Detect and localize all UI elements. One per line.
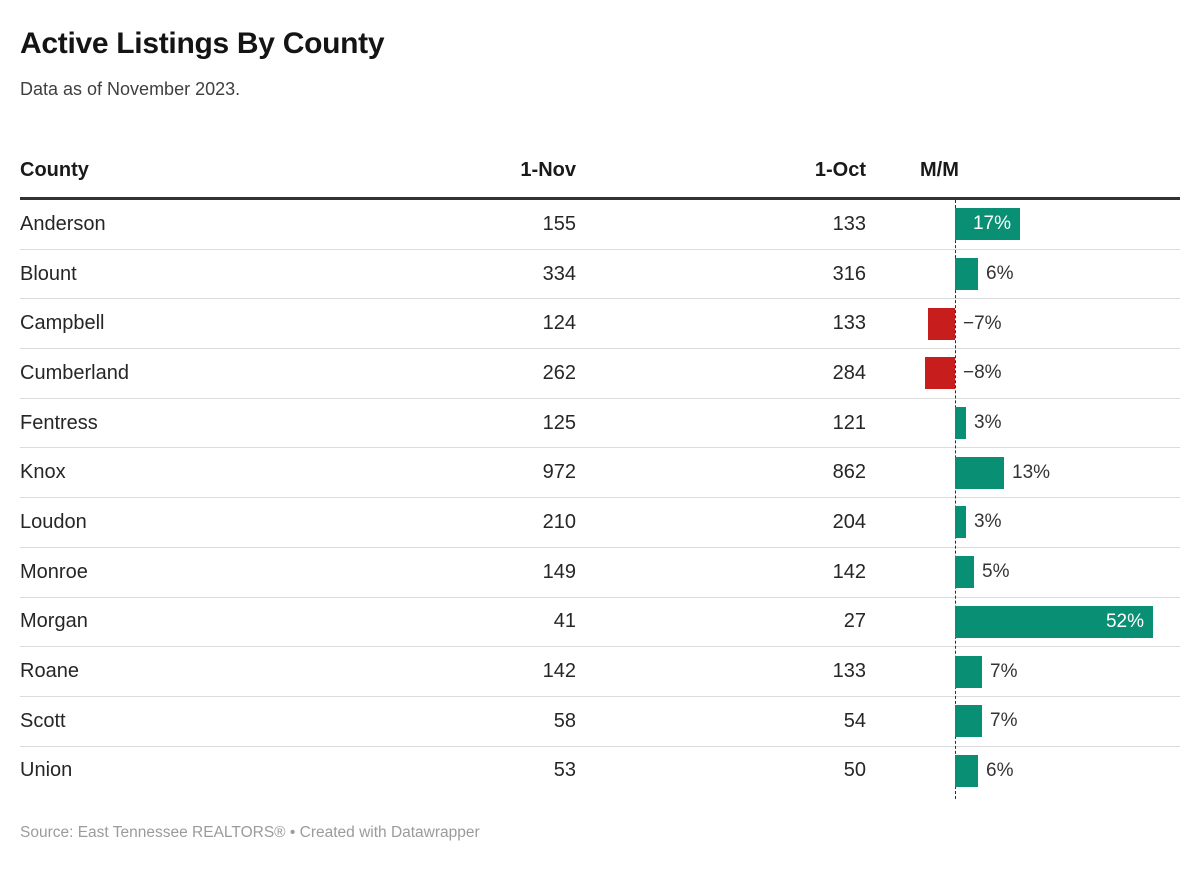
nov-cell: 41 — [553, 610, 576, 633]
mm-bar-label: 6% — [986, 263, 1014, 285]
table-row-union: Union 53 50 6% — [20, 747, 1180, 796]
county-cell: Knox — [20, 461, 66, 484]
table-body: Anderson 155 133 17% Blount 334 316 6% C… — [20, 200, 1180, 800]
mm-bar-cell: 6% — [866, 747, 1180, 796]
mm-bar-label: 17% — [972, 213, 1011, 235]
nov-cell: 142 — [542, 660, 576, 683]
oct-cell: 50 — [843, 759, 866, 782]
mm-bar-cell: 17% — [866, 200, 1180, 249]
mm-bar-cell: 6% — [866, 250, 1180, 299]
table-row-fentress: Fentress 125 121 3% — [20, 399, 1180, 449]
mm-bar — [955, 605, 1153, 638]
oct-cell: 133 — [832, 312, 866, 335]
mm-bar-cell: 5% — [866, 548, 1180, 597]
mm-bar-cell: 13% — [866, 448, 1180, 497]
nov-cell: 972 — [542, 461, 576, 484]
table-header-row: County 1-Nov 1-Oct M/M — [20, 159, 1180, 200]
chart-subtitle: Data as of November 2023. — [20, 79, 241, 99]
mm-bar — [955, 258, 978, 291]
table-row-roane: Roane 142 133 7% — [20, 647, 1180, 697]
nov-cell: 262 — [542, 361, 576, 384]
mm-bar-label: −8% — [963, 362, 1002, 384]
zero-axis-line — [955, 200, 956, 800]
nov-cell: 149 — [542, 560, 576, 583]
mm-bar — [955, 754, 978, 787]
mm-bar-cell: −7% — [866, 299, 1180, 348]
mm-bar-cell: 7% — [866, 697, 1180, 746]
nov-cell: 210 — [542, 510, 576, 533]
oct-cell: 316 — [832, 262, 866, 285]
nov-cell: 53 — [553, 759, 576, 782]
mm-bar-label: −7% — [963, 312, 1002, 334]
mm-bar-label: 52% — [1105, 610, 1144, 632]
mm-bar-label: 7% — [990, 660, 1018, 682]
oct-cell: 54 — [843, 709, 866, 732]
mm-bar — [925, 357, 955, 390]
oct-cell: 862 — [832, 461, 866, 484]
mm-bar-label: 7% — [990, 710, 1018, 732]
mm-bar-label: 6% — [986, 759, 1014, 781]
mm-bar-cell: −8% — [866, 349, 1180, 398]
table-row-blount: Blount 334 316 6% — [20, 250, 1180, 300]
mm-bar-cell: 52% — [866, 598, 1180, 647]
column-header-mm: M/M — [920, 159, 959, 181]
mm-bar — [955, 705, 982, 738]
nov-cell: 334 — [542, 262, 576, 285]
table-row-cumberland: Cumberland 262 284 −8% — [20, 349, 1180, 399]
table-row-loudon: Loudon 210 204 3% — [20, 498, 1180, 548]
mm-bar — [928, 307, 955, 340]
nov-cell: 58 — [553, 709, 576, 732]
county-cell: Anderson — [20, 212, 106, 235]
column-header-oct: 1-Oct — [814, 159, 866, 181]
oct-cell: 121 — [832, 411, 866, 434]
county-cell: Monroe — [20, 560, 88, 583]
nov-cell: 125 — [542, 411, 576, 434]
county-cell: Union — [20, 759, 73, 782]
mm-bar — [955, 407, 966, 440]
table-row-morgan: Morgan 41 27 52% — [20, 598, 1180, 648]
mm-bar-label: 5% — [982, 561, 1010, 583]
oct-cell: 27 — [843, 610, 866, 633]
table-row-campbell: Campbell 124 133 −7% — [20, 299, 1180, 350]
mm-bar — [955, 456, 1004, 489]
county-cell: Scott — [20, 709, 66, 732]
column-header-nov: 1-Nov — [520, 159, 576, 181]
mm-bar — [955, 506, 966, 539]
mm-bar-label: 3% — [974, 412, 1002, 434]
oct-cell: 204 — [832, 510, 866, 533]
county-cell: Fentress — [20, 411, 98, 434]
column-header-county: County — [20, 159, 89, 181]
listings-table: County 1-Nov 1-Oct M/M Anderson 155 133 … — [20, 159, 1180, 800]
nov-cell: 155 — [542, 212, 576, 235]
county-cell: Loudon — [20, 510, 87, 533]
table-row-monroe: Monroe 149 142 5% — [20, 548, 1180, 598]
oct-cell: 284 — [832, 361, 866, 384]
oct-cell: 142 — [832, 560, 866, 583]
oct-cell: 133 — [832, 660, 866, 683]
county-cell: Campbell — [20, 312, 105, 335]
oct-cell: 133 — [832, 212, 866, 235]
mm-bar-label: 3% — [974, 511, 1002, 533]
mm-bar-cell: 7% — [866, 647, 1180, 696]
mm-bar-cell: 3% — [866, 399, 1180, 448]
nov-cell: 124 — [542, 312, 576, 335]
county-cell: Cumberland — [20, 361, 129, 384]
mm-bar-label: 13% — [1012, 461, 1051, 483]
mm-bar-cell: 3% — [866, 498, 1180, 547]
county-cell: Morgan — [20, 610, 88, 633]
chart-title: Active Listings By County — [20, 27, 385, 60]
table-row-anderson: Anderson 155 133 17% — [20, 200, 1180, 250]
mm-bar — [955, 556, 974, 589]
mm-bar — [955, 655, 982, 688]
table-row-scott: Scott 58 54 7% — [20, 697, 1180, 747]
county-cell: Roane — [20, 660, 79, 683]
county-cell: Blount — [20, 262, 77, 285]
mm-bar — [955, 208, 1020, 241]
table-row-knox: Knox 972 862 13% — [20, 448, 1180, 499]
source-attribution: Source: East Tennessee REALTORS® • Creat… — [20, 824, 480, 842]
